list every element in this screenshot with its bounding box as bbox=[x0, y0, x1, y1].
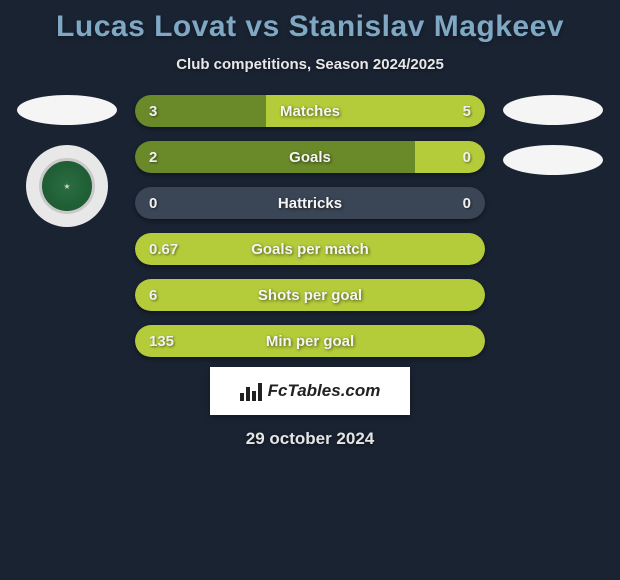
stat-row-matches: 3 Matches 5 bbox=[135, 95, 485, 127]
stat-label: Shots per goal bbox=[135, 287, 485, 304]
stat-label: Matches bbox=[135, 103, 485, 120]
club-crest-icon: ★ bbox=[39, 158, 95, 214]
page-title: Lucas Lovat vs Stanislav Magkeev bbox=[56, 10, 564, 44]
stat-label: Goals per match bbox=[135, 241, 485, 258]
comparison-card: Lucas Lovat vs Stanislav Magkeev Club co… bbox=[0, 0, 620, 449]
stat-label: Min per goal bbox=[135, 333, 485, 350]
stat-rows: 3 Matches 5 2 Goals 0 0 Hattricks 0 0.67… bbox=[135, 95, 485, 357]
left-club-badge: ★ bbox=[26, 145, 108, 227]
right-flag-icon bbox=[503, 95, 603, 125]
subtitle: Club competitions, Season 2024/2025 bbox=[176, 56, 444, 73]
stat-row-gpm: 0.67 Goals per match bbox=[135, 233, 485, 265]
stat-label: Goals bbox=[135, 149, 485, 166]
stat-row-hattricks: 0 Hattricks 0 bbox=[135, 187, 485, 219]
stat-right-value: 0 bbox=[463, 149, 471, 166]
stat-right-value: 0 bbox=[463, 195, 471, 212]
brand-link[interactable]: FcTables.com bbox=[210, 367, 410, 415]
brand-chart-icon bbox=[240, 381, 264, 401]
stat-right-value: 5 bbox=[463, 103, 471, 120]
brand-text: FcTables.com bbox=[268, 381, 381, 401]
right-club-badge bbox=[503, 145, 603, 175]
stat-label: Hattricks bbox=[135, 195, 485, 212]
left-flag-icon bbox=[17, 95, 117, 125]
stats-area: ★ 3 Matches 5 2 Goals 0 0 Hattricks bbox=[0, 95, 620, 357]
right-player-col bbox=[503, 95, 603, 357]
stat-row-mpg: 135 Min per goal bbox=[135, 325, 485, 357]
stat-row-goals: 2 Goals 0 bbox=[135, 141, 485, 173]
snapshot-date: 29 october 2024 bbox=[246, 429, 375, 449]
stat-row-spg: 6 Shots per goal bbox=[135, 279, 485, 311]
left-player-col: ★ bbox=[17, 95, 117, 357]
